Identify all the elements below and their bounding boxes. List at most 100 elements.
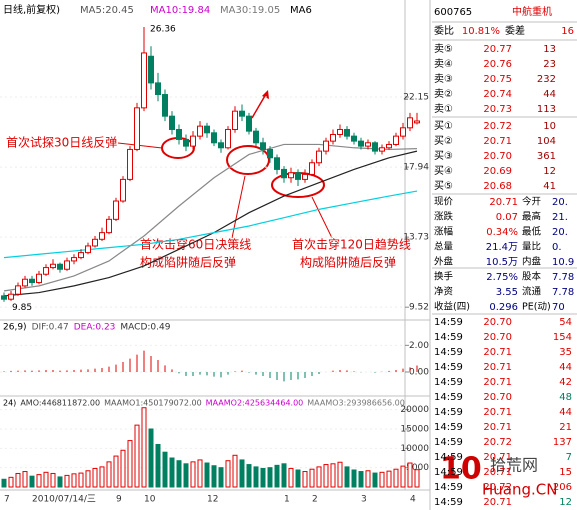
book-price: 20.71 <box>483 136 512 147</box>
volume-bar <box>50 472 56 488</box>
macd-header: DEA:0.23 <box>74 323 116 333</box>
stat-label: 外盘 <box>434 256 454 268</box>
volume-bar <box>155 443 161 488</box>
volume-bar <box>127 440 133 488</box>
tick-time: 14:59 <box>434 422 463 433</box>
book-volume: 44 <box>543 89 556 100</box>
stat-value: 20.71 <box>489 197 518 208</box>
volume-bar <box>372 472 378 488</box>
book-label: 买① <box>434 120 453 132</box>
stock-code: 600765 <box>434 7 472 18</box>
book-price: 20.74 <box>483 89 512 100</box>
tick-price: 20.71 <box>483 377 512 388</box>
watermark-logo: 10 <box>440 452 482 487</box>
volume-bar <box>169 457 175 488</box>
y-tick-label: 17.94 <box>403 163 429 173</box>
candle-body <box>99 232 105 240</box>
candle-body <box>134 107 140 150</box>
volume-bar <box>400 465 406 488</box>
book-price: 20.72 <box>483 121 512 132</box>
book-price: 20.73 <box>483 104 512 115</box>
tick-volume: 44 <box>559 362 572 373</box>
volume-tick-label: 5000 <box>406 463 429 473</box>
tick-price: 20.71 <box>483 497 512 508</box>
tick-volume: 35 <box>559 347 572 358</box>
volume-bar <box>316 466 322 488</box>
book-label: 买④ <box>434 165 453 177</box>
candle-body <box>239 110 245 117</box>
stat-value: 10.9 <box>552 257 574 268</box>
volume-bar <box>379 471 385 488</box>
candle-body <box>288 172 294 179</box>
candle-body <box>211 132 217 144</box>
volume-bar <box>281 463 287 488</box>
candle-body <box>43 267 49 275</box>
book-price: 20.69 <box>483 166 512 177</box>
book-label: 买② <box>434 135 453 147</box>
label: 委比 <box>434 24 454 37</box>
volume-header: MAAMO3:293986656.00 <box>307 399 405 408</box>
volume-bar <box>71 473 77 488</box>
volume-bar <box>15 472 21 488</box>
candle-body <box>281 168 287 179</box>
book-volume: 13 <box>543 44 556 55</box>
stat-value: 20. <box>552 227 568 238</box>
book-price: 20.75 <box>483 74 512 85</box>
candle-body <box>323 140 329 152</box>
x-tick-label: 2 <box>312 495 318 505</box>
tick-time: 14:59 <box>434 347 463 358</box>
volume-bar <box>218 467 224 488</box>
watermark: 10 拾荒网 Huang.CN <box>440 452 557 499</box>
candle-body <box>372 142 378 152</box>
candle-body <box>295 172 301 180</box>
volume-header: MAAMO1:450179072.00 <box>104 399 202 408</box>
volume-bar <box>323 464 329 488</box>
tick-price: 20.71 <box>483 422 512 433</box>
volume-bar <box>309 468 315 488</box>
candle-body <box>148 55 154 84</box>
volume-bar <box>204 462 210 488</box>
candle-body <box>379 147 385 152</box>
stat-value: 2.75% <box>486 272 518 283</box>
tick-volume: 7 <box>566 452 572 463</box>
candle-body <box>190 135 196 147</box>
candle-body <box>309 162 315 175</box>
volume-bar <box>274 464 280 488</box>
tick-volume: 12 <box>559 497 572 508</box>
tick-price: 20.71 <box>483 467 512 478</box>
stat-value: 20. <box>552 197 568 208</box>
annotation: 构成陷阱随后反弹 <box>140 255 236 270</box>
tick-price: 20.71 <box>483 362 512 373</box>
volume-bar <box>43 471 49 488</box>
volume-bar <box>246 464 252 488</box>
tick-volume: 42 <box>559 377 572 388</box>
tick-price: 20.72 <box>483 482 512 493</box>
stat-value: 0.07 <box>496 212 518 223</box>
volume-bar <box>295 469 301 488</box>
candle-body <box>57 263 63 270</box>
tick-time: 14:59 <box>434 362 463 373</box>
candle-body <box>330 133 336 142</box>
volume-bar <box>267 467 273 488</box>
volume-bar <box>22 471 28 488</box>
stat-label: PE(动) <box>522 302 551 313</box>
volume-bar <box>99 466 105 488</box>
volume-header: MAAMO2:425634464.00 <box>206 399 304 408</box>
volume-bar <box>211 465 217 488</box>
candle-body <box>71 257 77 262</box>
tick-time: 14:59 <box>434 332 463 343</box>
volume-bar <box>29 475 35 488</box>
book-volume: 41 <box>543 181 556 192</box>
ma-label: MA5:20.45 <box>80 5 134 16</box>
low-label: 9.85 <box>12 303 32 313</box>
macd-tick-label: 2.00 <box>409 341 429 351</box>
volume-bar <box>176 460 182 488</box>
stat-value: 3.55 <box>496 287 518 298</box>
tick-price: 20.71 <box>483 347 512 358</box>
stat-label: 涨幅 <box>434 226 454 238</box>
candle-body <box>253 130 259 144</box>
candle-body <box>260 142 266 150</box>
stat-value: 7.78 <box>552 272 574 283</box>
candle-body <box>29 278 35 284</box>
